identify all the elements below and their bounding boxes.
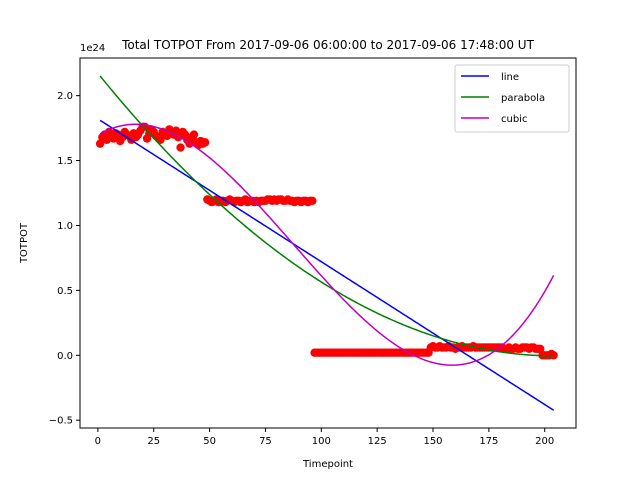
x-axis-title: Timepoint [302, 459, 353, 470]
y-axis-title: TOTPOT [19, 222, 30, 264]
y-tick-label: 2.0 [57, 91, 73, 102]
x-tick-label: 150 [423, 436, 442, 447]
x-tick-label: 50 [203, 436, 216, 447]
legend-label-line: line [501, 72, 519, 83]
x-tick-label: 200 [535, 436, 554, 447]
y-tick-label: 0.0 [57, 351, 73, 362]
scatter-point [171, 126, 181, 135]
legend-label-cubic: cubic [501, 114, 527, 125]
x-tick-label: 125 [368, 436, 387, 447]
chart-title: Total TOTPOT From 2017-09-06 06:00:00 to… [121, 38, 534, 52]
x-tick-label: 175 [479, 436, 498, 447]
x-tick-label: 0 [95, 436, 101, 447]
y-tick-label: −0.5 [49, 416, 73, 427]
series-line-line [99, 119, 555, 411]
scatter-point [189, 130, 199, 139]
y-tick-label: 1.0 [57, 221, 73, 232]
y-tick-label: 1.5 [57, 156, 73, 167]
plot-area [79, 57, 577, 429]
x-tick-label: 75 [259, 436, 272, 447]
y-tick-label: 0.5 [57, 286, 73, 297]
scatter-point [536, 344, 545, 354]
y-axis: −0.5 0.0 0.5 1.0 1.5 2.0 [49, 91, 80, 427]
y-offset-label: 1e24 [80, 43, 105, 54]
x-tick-label: 25 [147, 436, 160, 447]
x-axis: 0 25 50 75 100 125 150 175 200 [95, 428, 554, 447]
x-tick-label: 100 [312, 436, 331, 447]
legend-label-parabola: parabola [501, 93, 545, 104]
legend: line parabola cubic [454, 64, 570, 133]
scatter-point [176, 143, 185, 152]
fit-curves [99, 75, 555, 411]
scatter-point [200, 138, 210, 147]
plot-frame [79, 57, 577, 429]
scatter-points [95, 122, 558, 360]
scatter-point [95, 139, 105, 148]
series-cubic-line [99, 123, 555, 366]
scatter-point [308, 196, 317, 206]
series-parabola-line [99, 75, 554, 357]
legend-box [454, 64, 570, 133]
